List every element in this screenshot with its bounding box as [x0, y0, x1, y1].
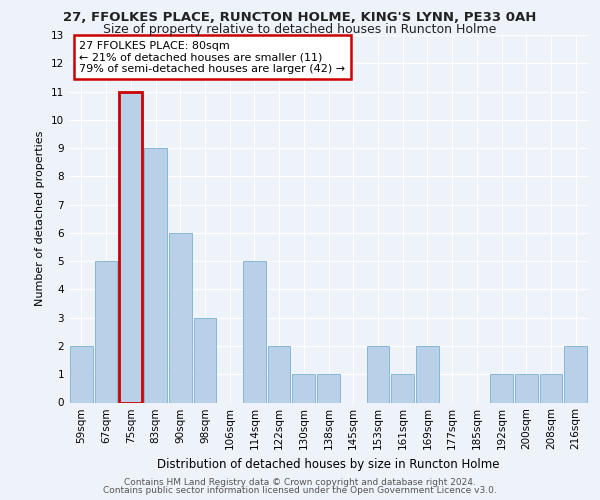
Text: 27 FFOLKES PLACE: 80sqm
← 21% of detached houses are smaller (11)
79% of semi-de: 27 FFOLKES PLACE: 80sqm ← 21% of detache… [79, 40, 346, 74]
Bar [119, 92, 142, 403]
Bar [539, 374, 562, 402]
Text: Contains HM Land Registry data © Crown copyright and database right 2024.: Contains HM Land Registry data © Crown c… [124, 478, 476, 487]
Bar [243, 261, 266, 402]
Bar [515, 374, 538, 402]
Y-axis label: Number of detached properties: Number of detached properties [35, 131, 46, 306]
Text: Size of property relative to detached houses in Runcton Holme: Size of property relative to detached ho… [103, 22, 497, 36]
Bar [169, 233, 191, 402]
Bar [367, 346, 389, 403]
Bar [144, 148, 167, 403]
Bar [70, 346, 93, 403]
Bar [268, 346, 290, 403]
Text: 27, FFOLKES PLACE, RUNCTON HOLME, KING'S LYNN, PE33 0AH: 27, FFOLKES PLACE, RUNCTON HOLME, KING'S… [64, 11, 536, 24]
Bar [564, 346, 587, 403]
X-axis label: Distribution of detached houses by size in Runcton Holme: Distribution of detached houses by size … [157, 458, 500, 471]
Bar [416, 346, 439, 403]
Bar [194, 318, 216, 402]
Bar [292, 374, 315, 402]
Bar [391, 374, 414, 402]
Bar [490, 374, 513, 402]
Bar [95, 261, 118, 402]
Text: Contains public sector information licensed under the Open Government Licence v3: Contains public sector information licen… [103, 486, 497, 495]
Bar [317, 374, 340, 402]
